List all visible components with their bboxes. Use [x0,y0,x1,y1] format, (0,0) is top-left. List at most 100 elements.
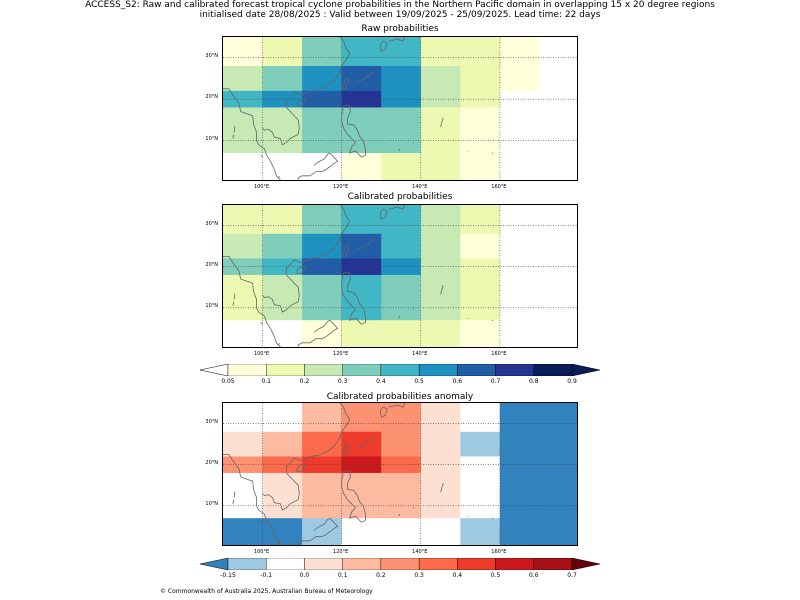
probability-cell [420,431,461,457]
coastline [379,208,388,220]
probability-cell [460,518,501,545]
longitude-tick-label: 100°E [253,351,270,357]
probability-cell [262,205,303,235]
colorbar-segment [227,558,267,570]
colorbar-segment [533,558,573,570]
probability-cell [341,258,382,276]
probability-cell [302,107,343,154]
anomaly-colorbar [200,558,600,570]
probability-cell [420,107,461,154]
probability-cell [262,233,303,259]
colorbar-segment [457,558,496,570]
map-svg [223,205,577,347]
panel-title-calibrated: Calibrated probabilities [347,192,453,202]
probability-cell [302,233,343,259]
coastline [341,272,366,325]
probability-cell [302,37,343,67]
probability-cell [223,403,264,433]
coastline [440,483,444,493]
coastline [313,517,331,531]
latitude-tick-label: 20°N [205,261,218,268]
coastline [233,293,236,300]
colorbar-segment [533,364,573,376]
latitude-tick-label: 30°N [205,220,218,227]
probability-cell [460,456,501,474]
colorbar-tick-label: 0.0 [299,572,310,579]
probability-cell [262,90,303,108]
coastline [379,406,388,418]
probability-cell [302,472,343,519]
longitude-tick-label: 100°E [253,549,270,555]
probability-cell [262,37,303,67]
colorbar-segment [495,364,534,376]
colorbar-segment [495,558,534,570]
coastline [278,342,280,346]
coastline [313,152,331,166]
coastline [223,88,281,180]
probability-cell [223,107,264,154]
probability-cell [223,205,264,235]
coastline [342,245,350,257]
probability-cell [539,233,577,259]
coastline [357,70,375,82]
probability-cell [539,66,577,92]
probability-cell [420,233,461,259]
coastline [296,463,307,473]
probability-cell [262,456,303,474]
colorbar-tick-label: -0.1 [260,572,273,579]
coastline [232,301,235,306]
probability-cell [262,258,303,276]
coastline [341,105,366,158]
colorbar-tick-label: 0.7 [490,378,501,385]
coastline [296,265,307,275]
colorbar-segment [304,558,343,570]
coastline [278,175,280,179]
coastline [389,205,406,210]
coastline [262,205,351,313]
map-svg [223,403,577,545]
coastline [440,285,444,295]
coastline [233,126,236,133]
probability-cell [499,274,540,321]
probability-cell [262,153,303,180]
longitude-tick-label: 140°E [412,184,428,190]
probability-cell [420,320,461,347]
probability-cell [341,472,382,519]
probability-cell [302,153,343,180]
colorbar-segment [342,558,382,570]
probability-cell [499,107,540,154]
probability-cell [223,431,264,457]
probability-cell [223,153,264,180]
coastline [341,470,366,523]
map-svg [223,37,577,180]
colorbar-tick-label: -0.15 [220,572,236,579]
probability-cell [420,153,461,180]
probability-cell [341,205,382,235]
probability-cell [302,456,343,474]
coastline [262,403,351,511]
probability-cell [539,107,577,154]
latitude-tick-label: 10°N [205,135,218,142]
probability-cell [302,90,343,108]
longitude-tick-label: 100°E [253,184,270,190]
copyright-footer: © Commonwealth of Australia 2025, Austra… [160,588,373,595]
probability-cell [539,37,577,67]
colorbar-over-arrow [571,364,600,376]
probability-cell [381,431,422,457]
colorbar-tick-label: 0.4 [452,572,463,579]
probability-cell [341,37,382,67]
probability-cell [460,66,501,92]
coastline [260,154,263,158]
probability-cell [499,431,540,457]
colorbar-over-arrow [571,558,600,570]
coastline [260,520,263,523]
colorbar-segment [342,364,382,376]
probability-cell [460,431,501,457]
map-raw-probabilities [222,36,578,181]
probability-cell [302,66,343,92]
probability-cell [460,258,501,276]
coastline [357,436,375,448]
coastline [440,117,444,128]
probability-cell [302,274,343,321]
colorbar-tick-label: 0.3 [337,378,348,385]
